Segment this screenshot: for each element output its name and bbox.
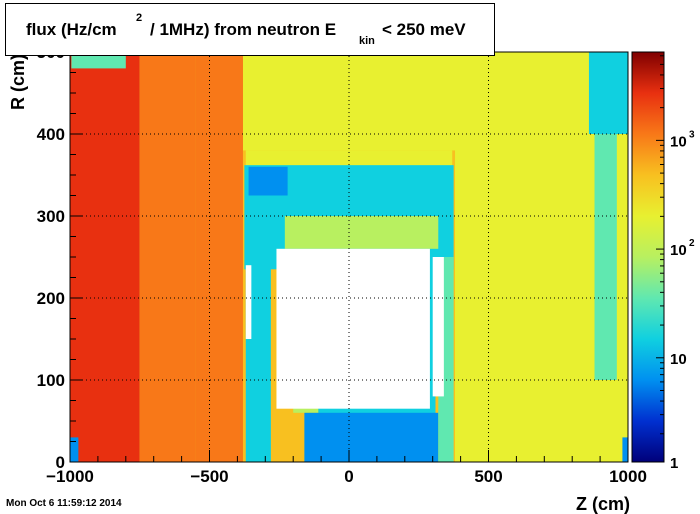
colorbar-tick-label: 10	[670, 351, 687, 368]
y-tick-label: 300	[37, 207, 65, 226]
heatmap-cell	[588, 52, 628, 134]
colorbar-scale	[631, 51, 665, 463]
y-tick-label: 0	[56, 453, 65, 472]
heatmap-cell	[70, 52, 140, 462]
x-tick-label: 0	[344, 467, 353, 486]
heatmap-cell	[245, 150, 453, 167]
heatmap-cell	[139, 52, 196, 462]
heatmap-cell	[284, 216, 439, 249]
title-sup: 2	[136, 12, 143, 24]
empty-bins	[276, 248, 430, 409]
title-box: flux (Hz/cm 2 / 1MHz) from neutron E kin…	[5, 3, 495, 56]
empty-bins	[245, 265, 252, 339]
x-tick-label: 1000	[609, 467, 647, 486]
y-tick-label: 200	[37, 289, 65, 308]
heatmap-cell	[248, 166, 288, 196]
colorbar-tick-exponent: 2	[689, 238, 695, 249]
heatmap-cell	[265, 195, 439, 216]
colorbar-tick-label: 10	[670, 242, 687, 259]
title-prefix: flux (Hz/cm	[26, 20, 117, 39]
heatmap-cell	[622, 437, 628, 462]
y-axis-label: R (cm)	[8, 54, 28, 110]
heatmap-cell	[594, 134, 617, 380]
heatmap-cell	[70, 437, 79, 462]
title-suffix: < 250 meV	[382, 20, 466, 39]
heatmap-cell	[195, 52, 243, 462]
timestamp: Mon Oct 6 11:59:12 2014	[6, 498, 122, 509]
heatmap-cell	[304, 412, 439, 462]
x-axis-label: Z (cm)	[576, 494, 630, 514]
title-middle: / 1MHz) from neutron E	[150, 20, 337, 39]
x-tick-label: −1000	[46, 467, 94, 486]
colorbar-tick-label: 10	[670, 133, 687, 150]
y-tick-label: 100	[37, 371, 65, 390]
colorbar-tick-label: 1	[670, 455, 678, 472]
x-axis: −1000 −500 0 500 1000	[46, 450, 647, 486]
empty-bins	[432, 257, 444, 397]
colorbar-tick-exponent: 3	[689, 129, 695, 140]
x-tick-label: 500	[474, 467, 502, 486]
x-tick-label: −500	[190, 467, 228, 486]
heatmap-cell	[71, 52, 126, 69]
y-tick-label: 400	[37, 125, 65, 144]
title-sub: kin	[359, 35, 375, 47]
